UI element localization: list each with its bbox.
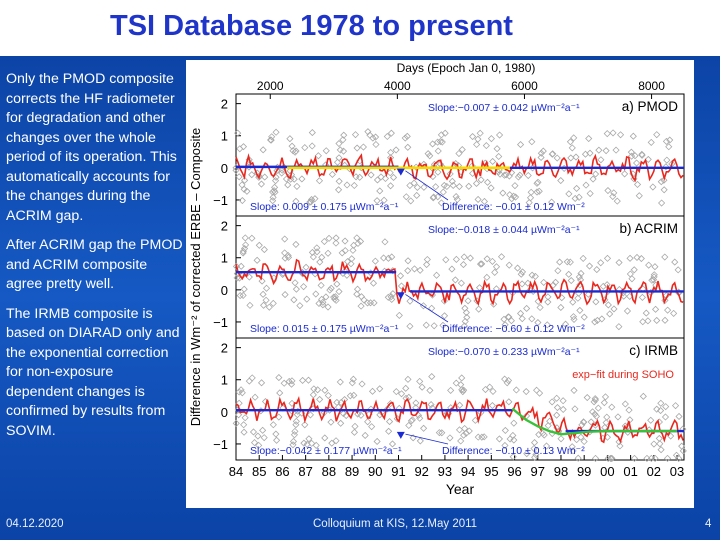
panel-0-y-tick-label-3: −1 — [213, 193, 228, 208]
panel-2-y-tick-label-1: 1 — [221, 373, 228, 388]
x-tick-label-19: 03 — [670, 464, 684, 479]
panel-2-slope-right: Slope:−0.070 ± 0.233 µWm⁻²a⁻¹ — [428, 346, 580, 358]
x-tick-label-1: 85 — [252, 464, 266, 479]
panel-2-slope-left: Slope:−0.042 ± 0.177 µWm⁻²a⁻¹ — [250, 445, 402, 457]
panel-1-y-tick-label-3: −1 — [213, 315, 228, 330]
panel-1-slope-right: Slope:−0.018 ± 0.044 µWm⁻²a⁻¹ — [428, 224, 580, 236]
panel-1-difference-leader — [405, 294, 449, 323]
footer-date: 04.12.2020 — [6, 518, 64, 530]
panel-1-name: b) ACRIM — [619, 221, 678, 236]
panel-1-scatter — [232, 234, 683, 331]
x-tick-label-13: 97 — [531, 464, 545, 479]
panel-2-exp-fit-line — [511, 407, 677, 436]
x-tick-label-0: 84 — [229, 464, 243, 479]
panel-2-annotation: exp−fit during SOHO — [572, 369, 674, 381]
top-axis-label: Days (Epoch Jan 0, 1980) — [397, 61, 536, 75]
panel-2-y-tick-label-3: −1 — [213, 437, 228, 452]
panel-0-y-tick-label-0: 2 — [221, 97, 228, 112]
top-tick-label-1: 4000 — [384, 79, 411, 93]
panel-0-data-line — [235, 153, 684, 183]
x-tick-label-7: 91 — [391, 464, 405, 479]
top-tick-label-0: 2000 — [257, 79, 284, 93]
panel-0-y-tick-label-1: 1 — [221, 129, 228, 144]
panel-0-difference-leader — [405, 170, 449, 201]
panel-0-gap-marker — [396, 168, 405, 176]
x-tick-label-12: 96 — [507, 464, 521, 479]
x-tick-label-14: 98 — [554, 464, 568, 479]
bullet-list: Only the PMOD composite corrects the HF … — [6, 70, 184, 451]
x-tick-label-15: 99 — [577, 464, 591, 479]
panel-0-slope-left: Slope: 0.009 ± 0.175 µWm⁻²a⁻¹ — [250, 201, 399, 213]
x-tick-label-8: 92 — [414, 464, 428, 479]
bullet-3: The IRMB composite is based on DIARAD on… — [6, 305, 180, 439]
x-tick-label-2: 86 — [275, 464, 289, 479]
panel-0-name: a) PMOD — [622, 99, 679, 114]
panel-1-gap-marker — [396, 292, 405, 300]
x-tick-label-18: 02 — [647, 464, 661, 479]
figure-panel: Days (Epoch Jan 0, 1980) 2000 4000 6000 8000… — [186, 60, 694, 508]
panel-0-y-tick-label-2: 0 — [221, 161, 228, 176]
x-tick-label-4: 88 — [322, 464, 336, 479]
top-tick-label-3: 8000 — [638, 79, 665, 93]
bullet-2: After ACRIM gap the PMOD and ACRIM compo… — [6, 237, 183, 292]
x-tick-label-5: 89 — [345, 464, 359, 479]
panel-2-y-tick-label-0: 2 — [221, 341, 228, 356]
panel-0-scatter — [232, 128, 676, 207]
panel-2-difference-leader — [405, 433, 449, 445]
bullet-1: Only the PMOD composite corrects the HF … — [6, 71, 177, 224]
x-tick-label-3: 87 — [298, 464, 312, 479]
y-axis-label: Difference in Wm⁻² of corrected ERBE – C… — [188, 128, 203, 427]
top-tick-label-2: 6000 — [511, 79, 538, 93]
footer-page-number: 4 — [705, 518, 712, 530]
panel-1-slope-left: Slope: 0.015 ± 0.175 µWm⁻²a⁻¹ — [250, 323, 399, 335]
panel-2-scatter — [232, 373, 687, 462]
x-tick-label-16: 00 — [600, 464, 614, 479]
plot-frame — [235, 93, 685, 461]
x-tick-label-9: 93 — [438, 464, 452, 479]
panel-2-name: c) IRMB — [629, 343, 678, 358]
panel-0-difference: Difference: −0.01 ± 0.12 Wm⁻² — [442, 201, 585, 213]
x-tick-label-6: 90 — [368, 464, 382, 479]
tsi-composite-chart: Days (Epoch Jan 0, 1980)2000 4000 6000 8000… — [188, 61, 687, 497]
title-bar: TSI Database 1978 to present — [0, 0, 720, 56]
x-tick-label-17: 01 — [623, 464, 637, 479]
panel-2-data-line — [235, 395, 684, 444]
panel-2-difference: Difference: −0.10 ± 0.13 Wm⁻² — [442, 445, 585, 457]
x-tick-label-11: 95 — [484, 464, 498, 479]
panel-1-y-tick-label-1: 1 — [221, 251, 228, 266]
x-tick-label-10: 94 — [461, 464, 475, 479]
panel-1-y-tick-label-0: 2 — [221, 219, 228, 234]
x-axis-label: Year — [446, 481, 475, 497]
panel-1-data-line — [235, 258, 684, 307]
panel-2-gap-marker — [396, 431, 405, 439]
panel-1-y-tick-label-2: 0 — [221, 283, 228, 298]
panel-0-slope-right: Slope:−0.007 ± 0.042 µWm⁻²a⁻¹ — [428, 102, 580, 114]
panel-1-difference: Difference: −0.60 ± 0.12 Wm⁻² — [442, 323, 585, 335]
panel-2-y-tick-label-2: 0 — [221, 405, 228, 420]
slide-title: TSI Database 1978 to present — [110, 10, 513, 42]
footer-center: Colloquium at KIS, 12.May 2011 — [313, 518, 478, 530]
